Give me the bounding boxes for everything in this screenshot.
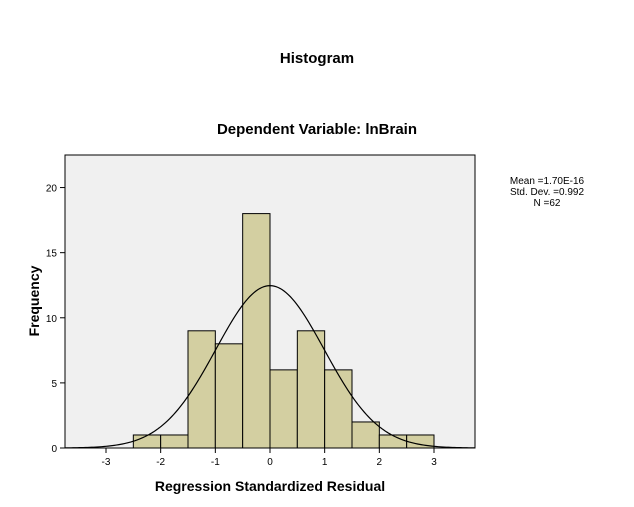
stats-n: N =62 [534,198,561,209]
histogram-bar [378,434,408,449]
histogram-bar [214,343,244,449]
histogram-bar [296,330,326,449]
stats-std-dev: Std. Dev. =0.992 [510,187,584,198]
x-axis-label: Regression Standardized Residual [155,478,385,494]
x-tick-label: -3 [102,457,111,468]
axes-group: -3 -2 -1 0 1 2 3 0 5 10 15 20 [46,184,437,468]
y-tick-label: 0 [51,444,57,455]
y-tick-label: 20 [46,184,58,195]
bars-group [132,213,435,449]
x-tick-label: 3 [431,457,437,468]
x-tick-label: 2 [377,457,383,468]
x-tick-label: 0 [267,457,273,468]
histogram-bar [324,369,353,449]
histogram-bar [269,369,298,449]
normal-curve [64,285,476,449]
y-tick-label: 5 [51,379,57,390]
chart-subtitle: Dependent Variable: lnBrain [217,121,417,138]
x-tick-label: -2 [156,457,165,468]
y-tick-label: 15 [46,249,58,260]
y-tick-label: 10 [46,314,58,325]
histogram-bar [160,434,189,449]
x-tick-label: -1 [211,457,220,468]
histogram-bar [242,213,271,449]
histogram-bar [132,434,162,449]
chart-title: Histogram [280,50,354,67]
y-axis-label: Frequency [26,265,42,336]
x-tick-label: 1 [322,457,328,468]
stats-mean: Mean =1.70E-16 [510,176,585,187]
histogram-bar [351,421,380,449]
